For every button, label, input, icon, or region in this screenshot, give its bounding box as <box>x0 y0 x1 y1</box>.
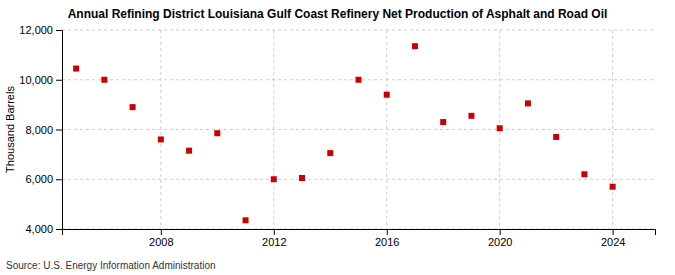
grid-line-x <box>273 30 274 229</box>
y-tick: 4,000 <box>25 223 62 235</box>
x-axis: 2008 2012 2016 2020 2024 <box>63 229 656 248</box>
y-tick-label: 10,000 <box>19 74 53 86</box>
point <box>101 77 107 83</box>
x-tick-mark <box>274 229 275 235</box>
source: Source: U.S. Energy Information Administ… <box>6 260 216 271</box>
x-tick-mark <box>161 229 162 235</box>
point <box>158 136 164 142</box>
chart: 2008 2012 2016 2020 2024 4,000 6,000 8,000 10,00… <box>0 0 675 275</box>
y-tick: 6,000 <box>25 173 62 185</box>
y-tick-label: 6,000 <box>25 173 53 185</box>
grid-line-y <box>62 30 655 31</box>
y-tick: 12,000 <box>19 24 62 36</box>
plot-area: 2008 2012 2016 2020 2024 4,000 6,000 8,000 10,00… <box>19 24 655 248</box>
x-tick-label: 2012 <box>262 236 286 248</box>
x-tick: 2012 <box>262 229 286 248</box>
grid-line-y <box>62 179 655 180</box>
y-tick-label: 12,000 <box>19 24 53 36</box>
point <box>525 100 531 106</box>
x-tick-mark <box>500 229 501 235</box>
y-tick-mark <box>56 229 62 230</box>
x-tick: 2016 <box>375 229 399 248</box>
x-tick: 2008 <box>149 229 173 248</box>
x-tick: 2024 <box>601 229 625 248</box>
y-tick-mark <box>56 30 62 31</box>
point <box>553 134 559 140</box>
x-tick: 2020 <box>488 229 512 248</box>
title: Annual Refining District Louisiana Gulf … <box>68 7 608 21</box>
grid-line-y <box>62 129 655 130</box>
point <box>186 148 192 154</box>
y-axis: 4,000 6,000 8,000 10,000 12,000 <box>19 24 62 235</box>
y-tick-mark <box>56 80 62 81</box>
point <box>214 130 220 136</box>
point <box>497 125 503 131</box>
point <box>73 66 79 72</box>
point <box>384 92 390 98</box>
y-tick: 10,000 <box>19 74 62 86</box>
y-tick-mark <box>56 179 62 180</box>
point <box>356 77 362 83</box>
x-tick-label: 2020 <box>488 236 512 248</box>
point <box>271 176 277 182</box>
point <box>440 119 446 125</box>
x-tick-mark <box>613 229 614 235</box>
x-tick-label: 2016 <box>375 236 399 248</box>
x-tick-mark <box>387 229 388 235</box>
y-tick-label: 8,000 <box>25 124 53 136</box>
point <box>243 217 249 223</box>
y-tick-label: 4,000 <box>25 223 53 235</box>
y-axis-title: Thousand Barrels <box>4 86 16 173</box>
point <box>581 171 587 177</box>
grid-line-x <box>612 30 613 229</box>
point <box>327 150 333 156</box>
x-axis-line <box>63 230 656 236</box>
grid <box>62 30 655 229</box>
point <box>299 175 305 181</box>
grid-line-x <box>160 30 161 229</box>
point <box>610 184 616 190</box>
point <box>468 113 474 119</box>
x-tick-label: 2008 <box>149 236 173 248</box>
point <box>130 104 136 110</box>
y-tick: 8,000 <box>25 124 62 136</box>
point <box>412 43 418 49</box>
x-tick-label: 2024 <box>601 236 625 248</box>
y-axis-line <box>56 31 63 230</box>
y-tick-mark <box>56 130 62 131</box>
grid-line-x <box>386 30 387 229</box>
points <box>73 43 616 223</box>
